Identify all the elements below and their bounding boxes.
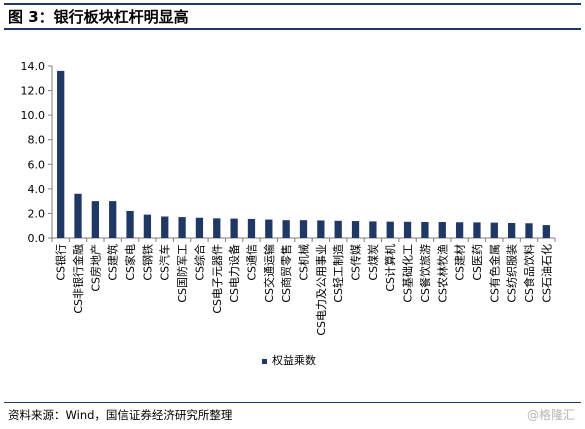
x-tick-label: CS商贸零售	[279, 244, 293, 303]
x-tick-label: CS电子元器件	[211, 244, 224, 314]
x-tick-label: CS农林牧渔	[435, 244, 449, 303]
x-tick-label: CS房地产	[88, 244, 102, 292]
bar	[247, 218, 256, 238]
bar	[265, 219, 273, 238]
x-tick-label: CS计算机	[383, 244, 397, 292]
x-tick-label: CS基础化工	[401, 244, 415, 303]
watermark: @格隆汇	[526, 408, 575, 422]
bar	[542, 225, 550, 238]
header-rule	[4, 3, 581, 5]
header-rule-bottom	[4, 28, 581, 30]
x-tick-label: CS电力及公用事业	[315, 244, 328, 336]
bar	[421, 222, 429, 238]
y-tick-label: 8.0	[28, 134, 46, 147]
x-tick-label: CS食品饮料	[522, 244, 536, 303]
y-tick-label: 0.0	[28, 232, 46, 245]
x-tick-label: CS石油石化	[539, 244, 553, 303]
bar	[230, 218, 238, 238]
y-tick-label: 2.0	[28, 207, 46, 220]
x-tick-label: CS纺织服装	[505, 244, 519, 303]
x-tick-label: CS银行	[54, 244, 68, 281]
x-tick-label: CS建材	[453, 244, 467, 281]
bar	[109, 201, 117, 238]
x-tick-label: CS钢铁	[141, 244, 154, 281]
bar	[438, 222, 446, 238]
legend-label: 权益乘数	[272, 353, 316, 367]
x-tick-label: CS餐饮旅游	[418, 244, 432, 303]
bar	[57, 70, 65, 239]
bar	[403, 221, 412, 238]
x-tick-label: CS轻工制造	[331, 244, 345, 303]
bar	[143, 214, 152, 238]
figure-title: 图 3：银行板块杠杆明显高	[8, 8, 189, 26]
bar	[195, 217, 204, 238]
x-tick-label: CS电力设备	[227, 244, 241, 303]
footer-rule	[4, 402, 581, 403]
bar	[473, 222, 481, 238]
x-tick-label: CS汽车	[158, 244, 172, 281]
bar	[282, 220, 290, 238]
bar	[490, 222, 498, 238]
x-tick-label: CS建筑	[106, 244, 120, 281]
bar	[178, 217, 186, 238]
x-tick-label: CS交通运输	[262, 244, 276, 303]
x-tick-label: CS国防军工	[175, 244, 189, 303]
bar	[386, 221, 394, 238]
y-tick-label: 4.0	[28, 183, 46, 196]
bar	[299, 220, 308, 238]
x-tick-label: CS通信	[245, 244, 258, 281]
x-tick-label: CS机械	[297, 244, 311, 281]
y-tick-label: 14.0	[21, 60, 46, 73]
legend-swatch	[262, 359, 267, 364]
bar	[334, 220, 342, 238]
x-tick-label: CS非银行金融	[71, 244, 85, 314]
bar	[525, 223, 533, 238]
bar	[213, 218, 221, 238]
x-tick-label: CS传媒	[350, 244, 363, 281]
bar	[317, 220, 325, 238]
source-note: 资料来源：Wind，国信证券经济研究所整理	[8, 408, 233, 422]
bar	[126, 210, 134, 238]
bar	[74, 193, 82, 238]
bar	[455, 222, 464, 238]
y-tick-label: 12.0	[21, 85, 46, 98]
x-tick-label: CS综合	[192, 244, 206, 281]
y-tick-label: 6.0	[28, 158, 46, 171]
x-tick-label: CS家电	[123, 244, 137, 281]
bar	[161, 216, 169, 238]
x-tick-label: CS医药	[471, 244, 484, 281]
bar	[507, 223, 516, 238]
bar	[91, 201, 100, 238]
bar	[369, 221, 377, 238]
bar	[351, 221, 360, 238]
x-tick-label: CS煤炭	[367, 244, 380, 281]
y-tick-label: 10.0	[21, 109, 46, 122]
x-tick-label: CS有色金属	[487, 244, 501, 303]
